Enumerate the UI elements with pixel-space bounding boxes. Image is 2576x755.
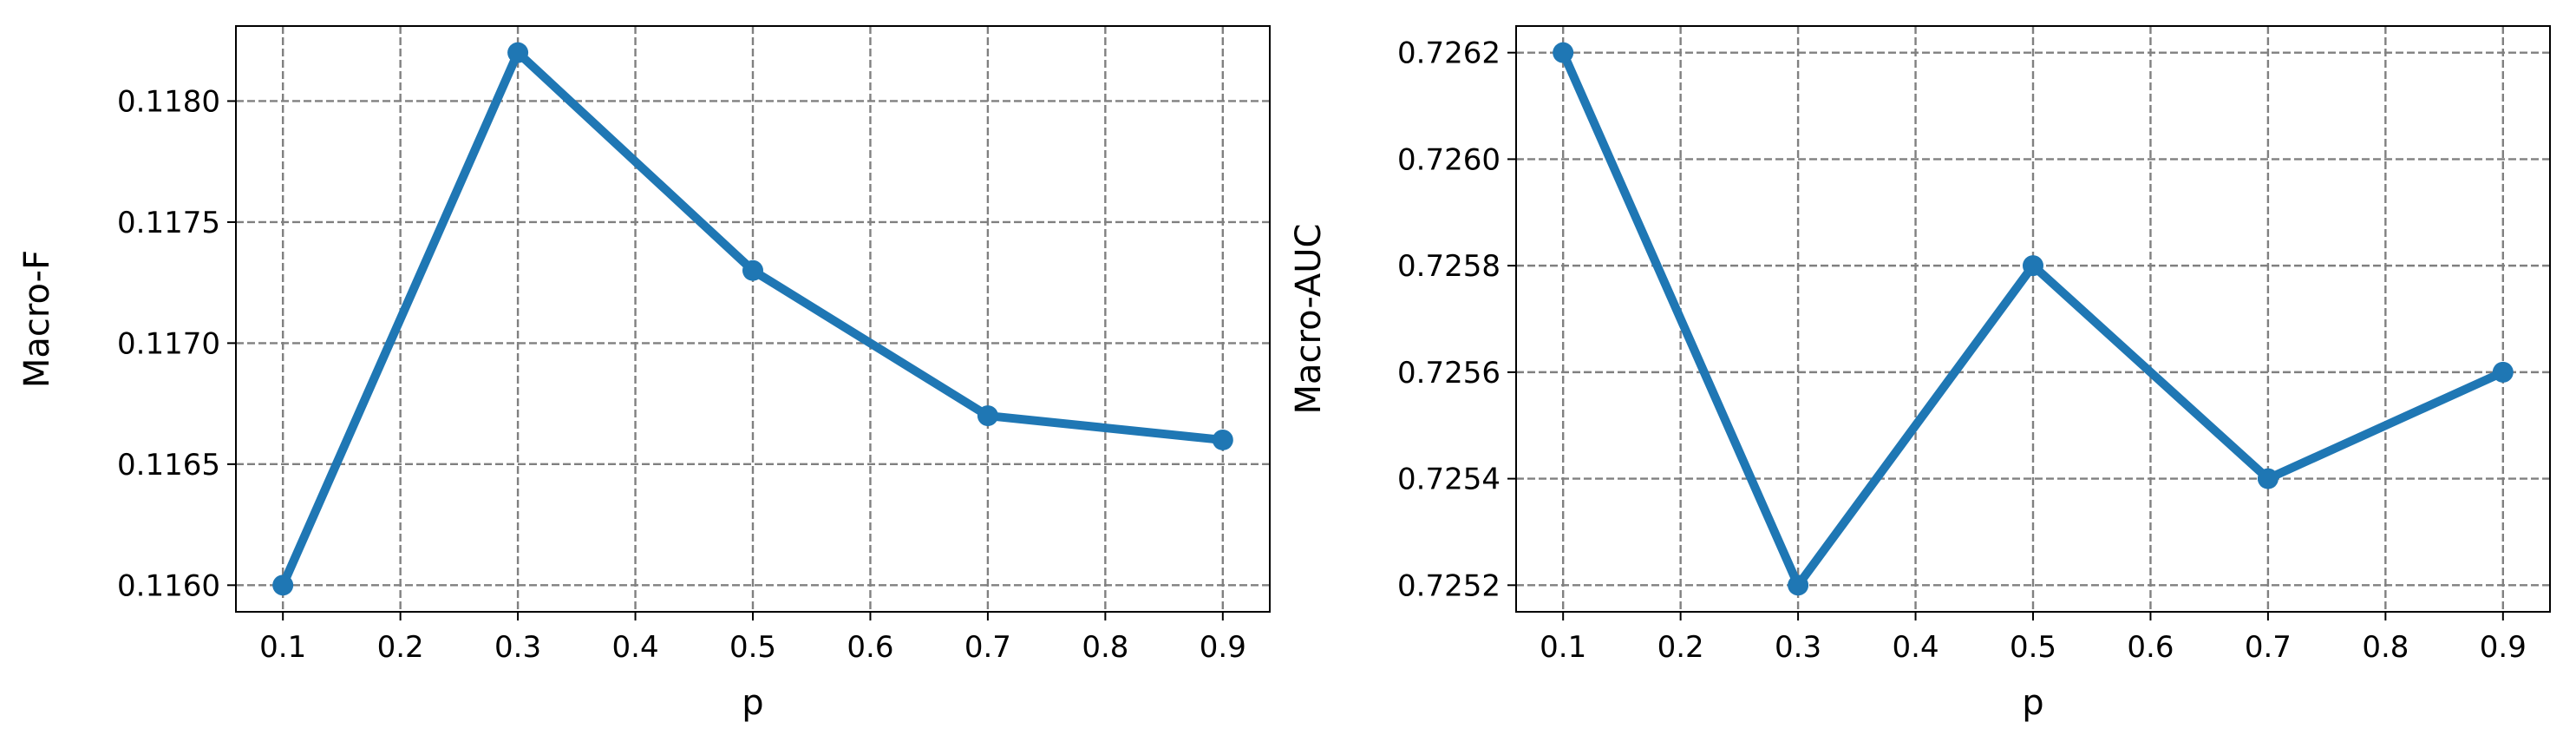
macro-f-data-point: [742, 259, 763, 281]
macro-auc-x-axis-label: p: [2022, 683, 2043, 723]
macro-auc-y-axis-label: Macro-AUC: [1289, 224, 1329, 415]
macro-auc-x-tick-label: 0.2: [1657, 630, 1704, 665]
macro-f-y-tick-label: 0.1175: [117, 206, 220, 240]
macro-f-x-axis-label: p: [742, 683, 763, 723]
macro-auc-data-point: [1788, 574, 1809, 596]
macro-f-x-tick-label: 0.8: [1082, 630, 1128, 665]
macro-auc-grid: [1516, 26, 2550, 612]
macro-f-data-point: [977, 405, 998, 427]
macro-f-y-tick-label: 0.1180: [117, 84, 220, 119]
macro-auc-data-point: [2492, 361, 2514, 383]
macro-f-y-tick-label: 0.1165: [117, 448, 220, 483]
macro-f-y-tick-label: 0.1160: [117, 568, 220, 603]
macro-auc-x-tick-label: 0.9: [2480, 630, 2527, 665]
macro-auc-series: [1553, 42, 2514, 596]
macro-auc-x-tick-label: 0.4: [1893, 630, 1939, 665]
macro-f-series: [272, 42, 1233, 596]
macro-auc-y-tick-label: 0.7252: [1397, 568, 1500, 603]
macro-auc-y-tick-label: 0.7254: [1397, 463, 1500, 497]
macro-f-data-point: [507, 42, 529, 63]
macro-auc-ticks: 0.1 0.2 0.3 0.4 0.5 0.6 0.7 0.8 0.9 0.7252 0.7254 0…: [1397, 36, 2527, 665]
macro-auc-data-point: [2023, 255, 2043, 277]
macro-auc-y-tick-label: 0.7260: [1397, 142, 1500, 177]
macro-auc-x-tick-label: 0.7: [2245, 630, 2292, 665]
macro-f-x-tick-label: 0.9: [1200, 630, 1246, 665]
macro-f-y-tick-label: 0.1170: [117, 326, 220, 361]
macro-f-x-tick-label: 0.2: [377, 630, 424, 665]
macro-f-chart: 0.1 0.2 0.3 0.4 0.5 0.6 0.7 0.8 0.9 0.1160 0.1165 0…: [17, 25, 1271, 723]
macro-auc-data-point: [1553, 42, 1574, 63]
macro-auc-x-tick-label: 0.5: [2010, 630, 2056, 665]
macro-f-x-tick-label: 0.5: [729, 630, 776, 665]
macro-f-x-tick-label: 0.6: [847, 630, 893, 665]
macro-f-grid: [236, 26, 1270, 612]
macro-auc-x-tick-label: 0.8: [2362, 630, 2409, 665]
macro-f-data-point: [272, 574, 294, 596]
macro-auc-data-point: [2257, 468, 2279, 489]
macro-auc-y-tick-label: 0.7262: [1397, 36, 1500, 71]
macro-auc-chart: 0.1 0.2 0.3 0.4 0.5 0.6 0.7 0.8 0.9 0.7252 0.7254 0…: [1289, 25, 2551, 723]
macro-f-data-point: [1212, 429, 1233, 450]
macro-auc-x-tick-label: 0.6: [2127, 630, 2174, 665]
macro-f-x-tick-label: 0.4: [612, 630, 659, 665]
macro-auc-x-tick-label: 0.1: [1540, 630, 1586, 665]
macro-f-ticks: 0.1 0.2 0.3 0.4 0.5 0.6 0.7 0.8 0.9 0.1160 0.1165 0…: [117, 84, 1246, 665]
macro-auc-y-tick-label: 0.7256: [1397, 356, 1500, 391]
macro-f-x-tick-label: 0.3: [494, 630, 541, 665]
macro-f-y-axis-label: Macro-F: [17, 250, 57, 388]
macro-f-x-tick-label: 0.7: [964, 630, 1011, 665]
macro-f-x-tick-label: 0.1: [259, 630, 306, 665]
macro-auc-y-tick-label: 0.7258: [1397, 249, 1500, 284]
macro-auc-x-tick-label: 0.3: [1775, 630, 1821, 665]
